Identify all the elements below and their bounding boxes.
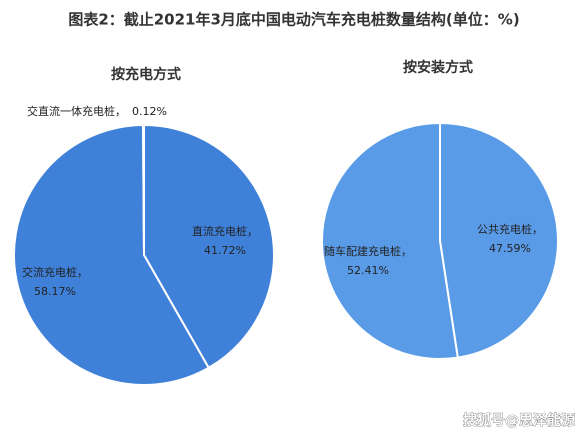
- pie-slice: [439, 121, 559, 359]
- slice-value-label: 58.17%: [34, 285, 76, 298]
- slice-label: 交流充电桩，: [22, 265, 88, 279]
- slice-label: 交直流一体充电桩，: [27, 104, 126, 118]
- pie-slice: [143, 123, 275, 370]
- pie-title: 按充电方式: [111, 66, 181, 83]
- pie-slice: [13, 123, 211, 386]
- chart-title: 图表2：截止2021年3月底中国电动汽车充电桩数量结构(单位：%): [68, 11, 519, 29]
- slice-value-label: 47.59%: [489, 242, 531, 255]
- watermark: 搜狐号@思泽能源: [463, 412, 575, 429]
- pie-slice: [142, 123, 145, 256]
- pie-slice: [321, 121, 459, 360]
- slice-label: 随车配建充电桩，: [324, 244, 412, 258]
- slice-value-label: 41.72%: [204, 244, 246, 257]
- slice-label: 直流充电桩，: [192, 224, 258, 238]
- slice-value-label: 0.12%: [132, 105, 167, 118]
- slice-value-label: 52.41%: [347, 264, 389, 277]
- pie-title: 按安装方式: [403, 59, 473, 76]
- slice-label: 公共充电桩，: [477, 222, 543, 236]
